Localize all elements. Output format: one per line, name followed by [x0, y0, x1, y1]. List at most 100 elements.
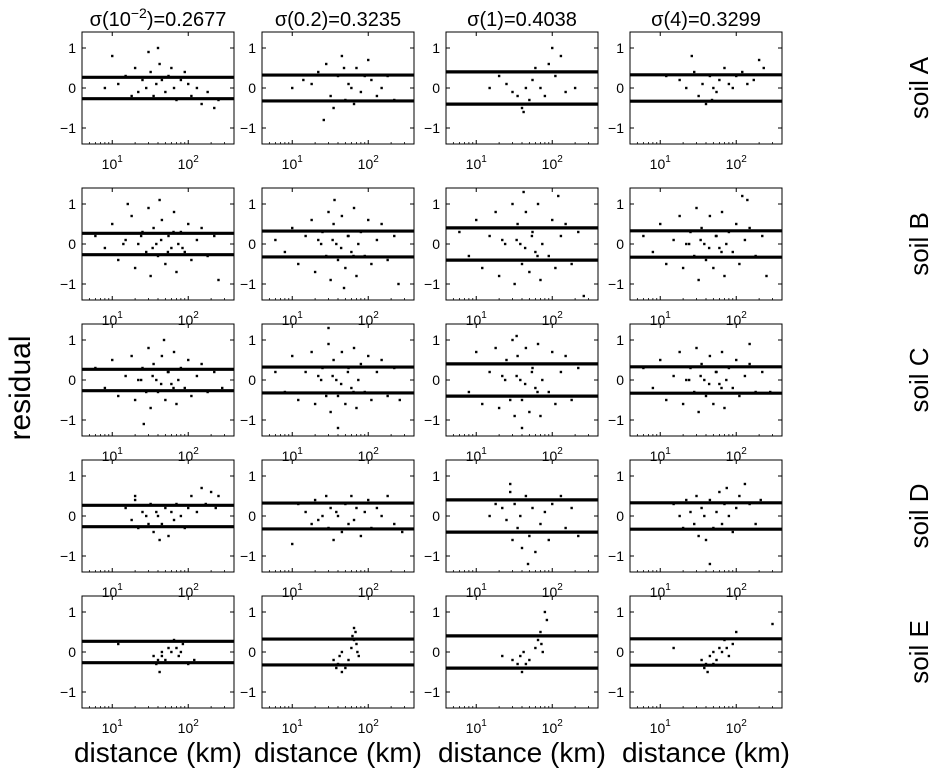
point	[515, 238, 518, 242]
point	[162, 338, 166, 342]
point	[703, 666, 706, 670]
point	[124, 374, 127, 378]
point	[327, 210, 330, 214]
scatter-points	[124, 486, 220, 542]
y-tick-label: 0	[432, 644, 440, 660]
point	[124, 238, 127, 242]
x-tick-base: 10	[726, 312, 742, 328]
point	[505, 518, 508, 522]
panel-frame	[261, 323, 415, 437]
point	[735, 506, 738, 510]
point	[291, 226, 294, 230]
point	[139, 234, 143, 238]
point	[133, 494, 137, 498]
y-tick-label: 0	[248, 80, 256, 96]
row-label: soil E	[904, 620, 934, 684]
point	[481, 266, 484, 270]
x-tick-base: 10	[102, 720, 118, 736]
point	[386, 74, 389, 78]
point	[166, 250, 170, 254]
point	[344, 98, 347, 102]
point	[297, 502, 300, 506]
y-tick-label: −1	[608, 412, 624, 428]
point	[761, 370, 764, 374]
point	[488, 86, 491, 90]
point	[759, 498, 762, 502]
point	[738, 494, 741, 498]
x-tick-base: 10	[178, 720, 194, 736]
x-tick-label: 102	[358, 718, 380, 736]
y-tick-label: 0	[432, 508, 440, 524]
point	[200, 486, 203, 490]
point	[516, 526, 519, 530]
point	[543, 362, 547, 366]
point	[731, 86, 734, 90]
point	[520, 106, 524, 110]
x-tick-base: 10	[650, 312, 666, 328]
x-tick-exponent: 2	[557, 154, 563, 165]
point	[155, 378, 158, 382]
point	[145, 250, 148, 254]
x-tick-base: 10	[650, 448, 666, 464]
point	[172, 518, 176, 522]
point	[156, 514, 160, 518]
x-tick-base: 10	[726, 720, 742, 736]
point	[718, 490, 721, 494]
point	[693, 254, 696, 258]
x-tick-base: 10	[358, 156, 374, 172]
point	[735, 74, 738, 78]
panel-frame	[261, 187, 415, 301]
point	[130, 214, 133, 218]
point	[511, 538, 514, 542]
point	[335, 242, 338, 246]
x-tick-label: 102	[178, 718, 200, 736]
point	[152, 94, 155, 98]
x-tick-exponent: 2	[557, 718, 563, 729]
y-tick-label: −1	[424, 684, 440, 700]
point	[195, 510, 199, 514]
point	[642, 366, 645, 370]
point	[757, 58, 761, 62]
point	[678, 350, 681, 354]
y-tick-label: 0	[432, 372, 440, 388]
x-tick-base: 10	[282, 448, 298, 464]
point	[536, 342, 540, 346]
y-tick-label: −1	[608, 276, 624, 292]
point	[213, 370, 216, 374]
point	[172, 386, 175, 390]
point	[332, 106, 335, 110]
point	[475, 70, 478, 74]
point	[543, 94, 547, 98]
point	[147, 346, 150, 350]
point	[159, 238, 163, 242]
point	[720, 210, 724, 214]
point	[213, 106, 216, 110]
y-tick-label: 1	[432, 468, 440, 484]
point	[336, 74, 340, 78]
x-axis-label: distance (km)	[438, 737, 606, 768]
point	[149, 502, 152, 506]
point	[752, 78, 755, 82]
point	[170, 382, 173, 386]
point	[520, 670, 524, 674]
point	[536, 390, 539, 394]
point	[160, 650, 164, 654]
x-tick-exponent: 2	[741, 582, 747, 593]
point	[513, 666, 516, 670]
point	[336, 426, 340, 430]
y-tick-label: 0	[616, 372, 624, 388]
point	[363, 74, 366, 78]
point	[748, 342, 751, 346]
point	[727, 366, 731, 370]
point	[559, 54, 563, 58]
y-tick-label: −1	[240, 276, 256, 292]
point	[570, 70, 573, 74]
point	[183, 70, 186, 74]
point	[516, 354, 519, 358]
y-tick-label: −1	[60, 412, 76, 428]
point	[386, 258, 389, 262]
x-tick-base: 10	[102, 584, 118, 600]
point	[541, 650, 544, 654]
